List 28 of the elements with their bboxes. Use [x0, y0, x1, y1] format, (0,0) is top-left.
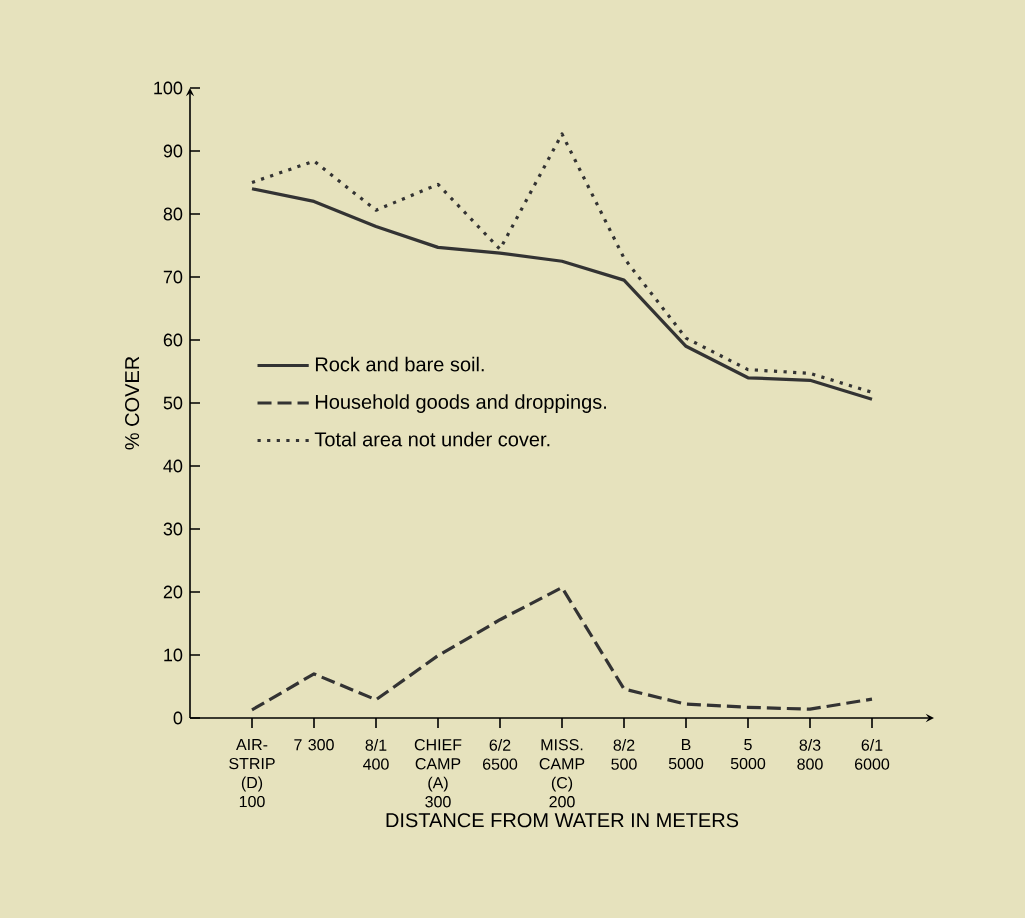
x-axis-title: DISTANCE FROM WATER IN METERS: [386, 813, 739, 828]
x-tick-label: 8/1 400: [363, 739, 389, 770]
legend-label: Household goods and droppings.: [315, 394, 606, 413]
x-tick-label: CHIEF CAMP (A) 300: [414, 739, 462, 808]
legend-label: Rock and bare soil.: [315, 356, 484, 372]
y-tick-label: 0: [173, 711, 183, 725]
y-tick-label: 10: [164, 648, 183, 662]
x-tick-label: 5 5000: [730, 739, 766, 770]
y-tick-label: 80: [163, 207, 183, 221]
y-tick-label: 90: [163, 144, 183, 158]
x-tick-label: MISS. CAMP (C) 200: [539, 739, 585, 808]
x-tick-label: B 5000: [668, 739, 704, 770]
y-tick-label: 20: [163, 585, 183, 599]
y-axis-title: % COVER: [125, 356, 140, 450]
y-tick-label: 50: [163, 396, 183, 410]
x-tick-label: 7 300: [294, 739, 334, 751]
line-series: [250, 585, 874, 712]
y-tick-label: 100: [154, 81, 183, 95]
x-tick-label: 8/2 500: [611, 739, 637, 770]
y-tick-label: 30: [163, 522, 183, 536]
y-tick-label: 70: [163, 270, 183, 284]
y-tick-label: 40: [163, 459, 183, 473]
x-tick-label: 6/2 6500: [483, 739, 518, 770]
x-tick-label: 8/3 800: [797, 739, 823, 770]
legend-label: Total area not under cover.: [314, 431, 550, 447]
y-tick-label: 60: [163, 333, 183, 347]
x-tick-label: 6/1 6000: [855, 739, 890, 770]
x-tick-label: AIR-STRIP (D) 100: [229, 739, 275, 808]
